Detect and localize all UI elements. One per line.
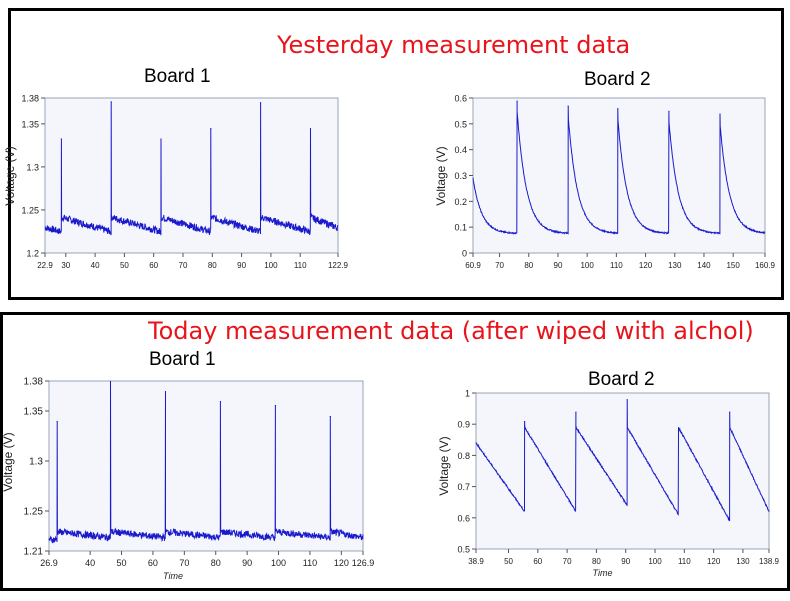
y-tick-label-0: 1.38 <box>21 94 39 104</box>
y-tick-label-3: 1 <box>465 389 470 399</box>
y-tick-label-3: 0.5 <box>457 545 470 555</box>
x-tick-label-3: 80 <box>592 557 601 566</box>
x-tick-label-0: 80 <box>208 261 217 270</box>
x-tick-label-0: 60 <box>149 261 158 270</box>
x-tick-label-1: 140 <box>697 261 711 270</box>
x-tick-label-1: 100 <box>580 261 594 270</box>
plot-area-2 <box>48 380 364 552</box>
y-tick-label-3: 0.6 <box>457 513 470 523</box>
x-tick-label-1: 60.9 <box>465 261 481 270</box>
board-label-today-1: Board 1 <box>149 349 216 370</box>
y-tick-label-3: 0.8 <box>457 451 470 461</box>
y-tick-label-0: 1.3 <box>26 162 39 172</box>
x-tick-label-0: 100 <box>264 261 278 270</box>
x-tick-label-2: 100 <box>271 558 286 568</box>
y-tick-label-2: 1.38 <box>24 377 44 388</box>
y-tick-label-1: 0.1 <box>454 223 467 233</box>
x-tick-label-1: 130 <box>668 261 682 270</box>
y-axis-label-0: Voltage (V) <box>3 146 17 205</box>
x-tick-label-1: 80 <box>524 261 533 270</box>
y-tick-label-2: 1.25 <box>24 507 44 518</box>
x-tick-label-2: 120 <box>334 558 349 568</box>
y-tick-label-1: 0.3 <box>454 171 467 181</box>
x-tick-label-0: 30 <box>61 261 70 270</box>
x-tick-label-0: 90 <box>237 261 246 270</box>
x-tick-label-0: 70 <box>179 261 188 270</box>
x-tick-label-1: 70 <box>495 261 504 270</box>
board-label-yesterday-1: Board 1 <box>144 66 211 87</box>
y-tick-label-0: 1.25 <box>21 205 39 215</box>
y-tick-label-3: 0.9 <box>457 420 470 430</box>
x-tick-label-2: 80 <box>211 558 221 568</box>
board-label-yesterday-2: Board 2 <box>584 69 651 90</box>
x-tick-label-3: 60 <box>533 557 542 566</box>
series-line-0 <box>44 101 339 236</box>
section-title-yesterday: Yesterday measurement data <box>277 31 631 59</box>
x-tick-label-3: 70 <box>563 557 572 566</box>
x-tick-label-0: 22.9 <box>37 261 53 270</box>
x-tick-label-0: 122.9 <box>328 261 349 270</box>
x-tick-label-3: 110 <box>678 557 691 566</box>
x-tick-label-3: 120 <box>707 557 721 566</box>
x-tick-label-2: 110 <box>303 558 317 568</box>
x-tick-label-3: 138.9 <box>759 557 780 566</box>
x-tick-label-0: 50 <box>120 261 129 270</box>
x-tick-label-3: 90 <box>621 557 630 566</box>
board-label-today-2: Board 2 <box>588 369 655 390</box>
series-line-3 <box>475 399 770 522</box>
y-tick-label-1: 0.5 <box>454 119 467 129</box>
x-tick-label-2: 40 <box>85 558 95 568</box>
x-axis-label-2: Time <box>163 571 183 581</box>
y-tick-label-2: 1.21 <box>24 547 44 558</box>
y-tick-label-1: 0.2 <box>454 197 467 207</box>
x-axis-label-3: Time <box>593 568 613 578</box>
x-tick-label-3: 130 <box>736 557 750 566</box>
y-axis-label-3: Voltage (V) <box>437 436 451 495</box>
x-tick-label-1: 160.9 <box>755 261 776 270</box>
y-tick-label-0: 1.35 <box>21 119 39 129</box>
x-tick-label-0: 110 <box>294 261 307 270</box>
x-tick-label-3: 50 <box>504 557 513 566</box>
x-tick-label-1: 110 <box>610 261 623 270</box>
y-axis-label-2: Voltage (V) <box>1 432 15 491</box>
series-line-2 <box>48 380 364 544</box>
x-tick-label-3: 38.9 <box>468 557 484 566</box>
x-tick-label-1: 120 <box>639 261 653 270</box>
y-tick-label-0: 1.2 <box>26 249 39 259</box>
x-tick-label-3: 100 <box>648 557 662 566</box>
x-tick-label-1: 90 <box>554 261 563 270</box>
x-tick-label-2: 90 <box>242 558 252 568</box>
y-tick-label-1: 0.6 <box>454 94 467 104</box>
y-tick-label-3: 0.7 <box>457 482 470 492</box>
x-tick-label-2: 26.9 <box>40 558 58 568</box>
plot-area-1 <box>472 97 766 254</box>
x-tick-label-2: 60 <box>148 558 158 568</box>
x-tick-label-2: 50 <box>117 558 127 568</box>
y-tick-label-1: 0 <box>462 249 467 259</box>
y-tick-label-2: 1.35 <box>24 407 44 418</box>
x-tick-label-1: 150 <box>726 261 740 270</box>
y-tick-label-1: 0.4 <box>454 145 467 155</box>
x-tick-label-2: 126.9 <box>352 558 375 568</box>
x-tick-label-0: 40 <box>91 261 100 270</box>
plot-area-3 <box>475 392 770 550</box>
y-tick-label-2: 1.3 <box>29 457 43 468</box>
y-axis-label-1: Voltage (V) <box>434 146 448 205</box>
section-title-today: Today measurement data (after wiped with… <box>148 317 754 345</box>
series-line-1 <box>472 100 766 235</box>
x-tick-label-2: 70 <box>179 558 189 568</box>
